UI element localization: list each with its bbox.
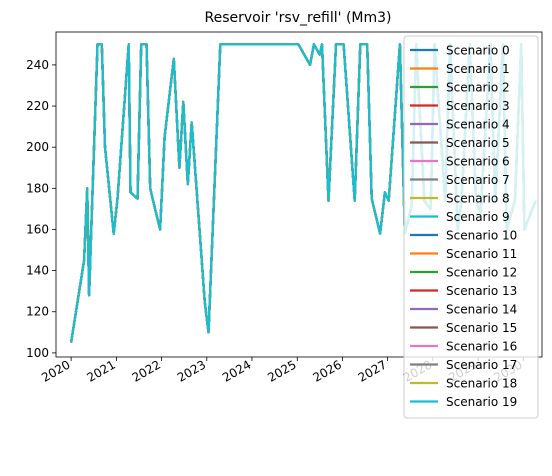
legend-label: Scenario 2 bbox=[446, 81, 510, 95]
legend-label: Scenario 10 bbox=[446, 229, 517, 243]
legend-label: Scenario 4 bbox=[446, 118, 510, 132]
legend: Scenario 0 Scenario 1 Scenario 2 Scenario 3… bbox=[403, 35, 539, 419]
legend-label: Scenario 18 bbox=[446, 377, 517, 391]
legend-label: Scenario 16 bbox=[446, 340, 517, 354]
legend-label: Scenario 12 bbox=[446, 266, 517, 280]
legend-label: Scenario 11 bbox=[446, 247, 517, 261]
y-tick-label: 220 bbox=[26, 99, 49, 113]
y-tick-label: 180 bbox=[26, 181, 49, 195]
x-tick-label: 2021 bbox=[84, 357, 117, 384]
chart-title: Reservoir 'rsv_refill' (Mm3) bbox=[204, 10, 391, 26]
x-tick-label: 2022 bbox=[130, 357, 163, 384]
legend-label: Scenario 14 bbox=[446, 303, 517, 317]
y-tick-label: 160 bbox=[26, 222, 49, 236]
x-tick-label: 2023 bbox=[175, 357, 208, 384]
y-axis: 100 120 140 160 180 200 220 240 bbox=[26, 58, 56, 360]
x-tick-label: 2024 bbox=[220, 357, 253, 384]
x-tick-label: 2027 bbox=[356, 357, 389, 384]
legend-label: Scenario 9 bbox=[446, 210, 510, 224]
x-tick-label: 2025 bbox=[265, 357, 298, 384]
legend-label: Scenario 19 bbox=[446, 395, 517, 409]
legend-label: Scenario 0 bbox=[446, 44, 510, 58]
legend-box bbox=[403, 35, 539, 419]
y-tick-label: 120 bbox=[26, 305, 49, 319]
y-tick-label: 140 bbox=[26, 264, 49, 278]
plot-frame bbox=[55, 31, 543, 358]
x-tick-label: 2026 bbox=[310, 357, 343, 384]
y-tick-label: 200 bbox=[26, 140, 49, 154]
y-tick-label: 240 bbox=[26, 58, 49, 72]
x-tick-label: 2020 bbox=[39, 357, 72, 384]
y-tick-label: 100 bbox=[26, 346, 49, 360]
legend-label: Scenario 6 bbox=[446, 155, 510, 169]
legend-label: Scenario 7 bbox=[446, 173, 510, 187]
legend-label: Scenario 17 bbox=[446, 358, 517, 372]
legend-label: Scenario 1 bbox=[446, 62, 510, 76]
legend-label: Scenario 13 bbox=[446, 284, 517, 298]
legend-label: Scenario 8 bbox=[446, 192, 510, 206]
legend-label: Scenario 3 bbox=[446, 99, 510, 113]
legend-label: Scenario 5 bbox=[446, 136, 510, 150]
legend-label: Scenario 15 bbox=[446, 321, 517, 335]
